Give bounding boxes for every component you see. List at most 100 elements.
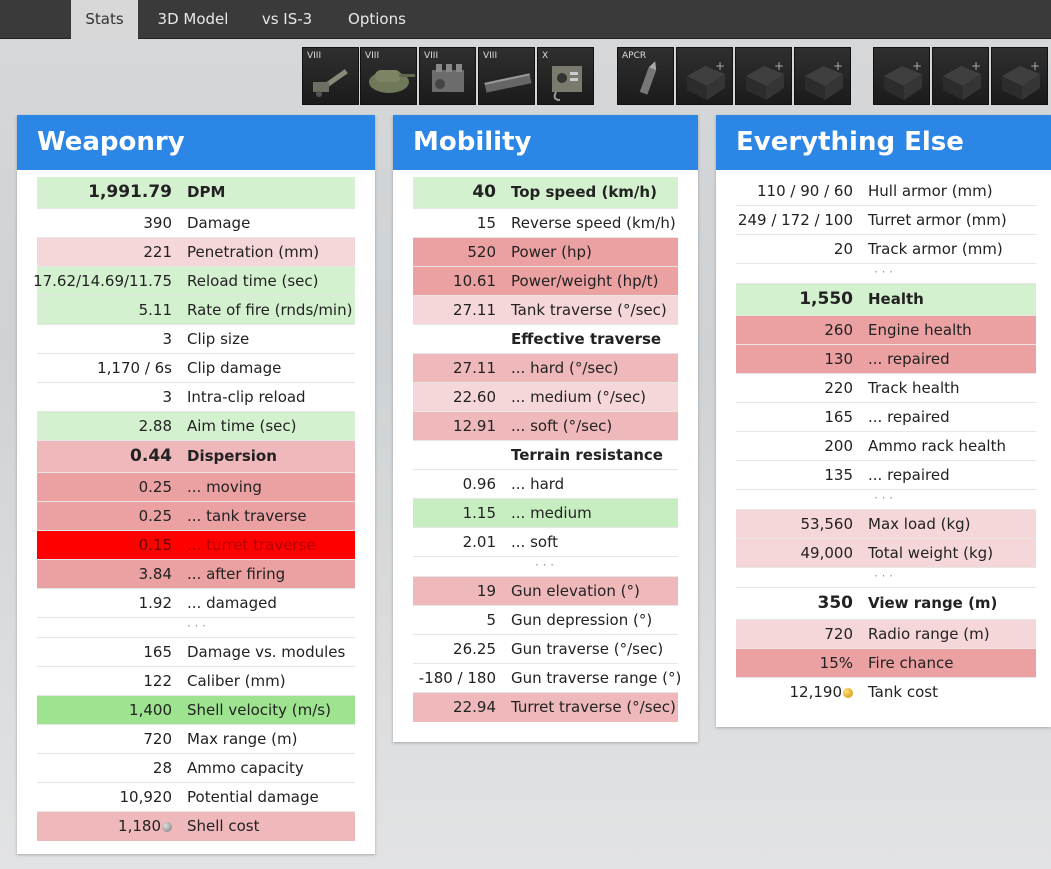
stat-label: Max load (kg) xyxy=(868,515,971,533)
stat-row: 3.84 ... after firing xyxy=(37,560,355,589)
stat-row: 165 ... repaired xyxy=(736,403,1036,432)
stat-label: Gun elevation (°) xyxy=(511,582,640,600)
stat-label: Shell cost xyxy=(187,817,260,835)
stat-label: Shell velocity (m/s) xyxy=(187,701,331,719)
empty-box-icon: + xyxy=(805,59,843,100)
stat-row: 19 Gun elevation (°) xyxy=(413,577,678,606)
tab-options[interactable]: Options xyxy=(348,10,406,28)
stat-label: Intra-clip reload xyxy=(187,388,306,406)
section-label: Effective traverse xyxy=(511,330,662,348)
stat-label: Ammo capacity xyxy=(187,759,304,777)
stat-value: 165 xyxy=(143,643,172,661)
stat-label: Radio range (m) xyxy=(868,625,990,643)
stat-label: Total weight (kg) xyxy=(868,544,994,562)
stat-label: ... after firing xyxy=(187,565,286,583)
stat-label: Gun traverse range (°) xyxy=(511,669,682,687)
stat-row: 390 Damage xyxy=(37,209,355,238)
stat-row: 15 Reverse speed (km/h) xyxy=(413,209,678,238)
tab-vs-is-3[interactable]: vs IS-3 xyxy=(261,10,313,28)
module-slot-radio[interactable]: X xyxy=(537,47,594,105)
separator-text: · · · xyxy=(535,558,555,572)
stat-label: ... hard xyxy=(511,475,565,493)
stat-value: 2.01 xyxy=(462,533,496,551)
stat-value: 0.25 xyxy=(138,507,172,525)
tab-3d-model[interactable]: 3D Model xyxy=(157,10,229,28)
equipment-slot-empty[interactable]: + xyxy=(735,47,792,105)
stat-row: 200 Ammo rack health xyxy=(736,432,1036,461)
separator-text: · · · xyxy=(874,265,894,279)
stat-value: 10.61 xyxy=(453,272,496,290)
stat-value: 390 xyxy=(143,214,172,232)
separator-dots: · · · xyxy=(736,490,1036,510)
shell-slot-apcr[interactable]: APCR xyxy=(617,47,674,105)
section-label: Terrain resistance xyxy=(511,446,663,464)
equipment-slot-empty[interactable]: + xyxy=(676,47,733,105)
stat-label: Health xyxy=(868,290,924,308)
stat-label: Clip size xyxy=(187,330,250,348)
stat-row: 1,400 Shell velocity (m/s) xyxy=(37,696,355,725)
stat-value: 27.11 xyxy=(453,359,496,377)
stat-label: Caliber (mm) xyxy=(187,672,286,690)
stat-row: 110 / 90 / 60 Hull armor (mm) xyxy=(736,177,1036,206)
equipment-slot-empty[interactable]: + xyxy=(794,47,851,105)
stat-label: ... soft xyxy=(511,533,558,551)
tab-stats[interactable]: Stats xyxy=(71,0,138,39)
consumable-slot-empty[interactable]: + xyxy=(991,47,1048,105)
consumable-slot-empty[interactable]: + xyxy=(932,47,989,105)
consumable-slot-empty[interactable]: + xyxy=(873,47,930,105)
stat-value: 22.60 xyxy=(453,388,496,406)
stat-value: -180 / 180 xyxy=(418,669,496,687)
stat-value: 720 xyxy=(824,625,853,643)
stat-row: 0.44 Dispersion xyxy=(37,441,355,473)
stat-value: 110 / 90 / 60 xyxy=(757,182,853,200)
stat-value: 20 xyxy=(833,240,853,258)
stat-label: ... repaired xyxy=(868,466,950,484)
stat-label: ... damaged xyxy=(187,594,277,612)
turret-icon xyxy=(369,70,415,93)
module-slot-engine[interactable]: VIII xyxy=(419,47,476,105)
stat-label: Turret traverse (°/sec) xyxy=(511,698,676,716)
stat-label: ... medium (°/sec) xyxy=(511,388,647,406)
stat-row: 122 Caliber (mm) xyxy=(37,667,355,696)
module-slot-gun[interactable]: VIII xyxy=(302,47,359,105)
stat-value: 5.11 xyxy=(138,301,172,319)
stat-value: 40 xyxy=(472,182,496,202)
stat-row: 10.61 Power/weight (hp/t) xyxy=(413,267,678,296)
stat-label: Reverse speed (km/h) xyxy=(511,214,676,232)
stat-label: Tank cost xyxy=(868,683,938,701)
stat-row: 720 Radio range (m) xyxy=(736,620,1036,649)
shell-icon xyxy=(639,61,657,95)
stat-row: 3 Intra-clip reload xyxy=(37,383,355,412)
module-tier-label: X xyxy=(542,51,549,61)
stat-value: 15 xyxy=(476,214,496,232)
module-slot-turret[interactable]: VIII xyxy=(360,47,417,105)
svg-text:+: + xyxy=(971,59,981,73)
svg-text:+: + xyxy=(912,59,922,73)
stat-label: View range (m) xyxy=(868,594,998,612)
stat-row: 27.11 Tank traverse (°/sec) xyxy=(413,296,678,325)
stat-value: 249 / 172 / 100 xyxy=(737,211,853,229)
stat-value: 22.94 xyxy=(453,698,496,716)
gun-icon xyxy=(313,69,348,97)
stat-row: 0.15 ... turret traverse xyxy=(37,531,355,560)
stat-row: 165 Damage vs. modules xyxy=(37,638,355,667)
stat-value: 53,560 xyxy=(800,515,854,533)
empty-box-icon: + xyxy=(884,59,922,100)
stat-label: Damage vs. modules xyxy=(187,643,346,661)
stat-row: 130 ... repaired xyxy=(736,345,1036,374)
stat-row: 17.62/14.69/11.75 Reload time (sec) xyxy=(33,267,355,296)
radio-icon xyxy=(552,66,582,101)
stat-value: 1,170 / 6s xyxy=(97,359,172,377)
stat-label: Top speed (km/h) xyxy=(511,183,657,201)
stat-label: Hull armor (mm) xyxy=(868,182,993,200)
stat-value: 49,000 xyxy=(800,544,854,562)
stat-value: 2.88 xyxy=(138,417,172,435)
module-tier-label: VIII xyxy=(365,51,380,61)
stat-value: 720 xyxy=(143,730,172,748)
empty-box-icon: + xyxy=(746,59,784,100)
stat-value: 0.44 xyxy=(130,446,172,466)
stat-row: -180 / 180 Gun traverse range (°) xyxy=(413,664,682,693)
stat-row: 12,190 Tank cost xyxy=(736,678,1036,707)
stat-value: 26.25 xyxy=(453,640,496,658)
module-slot-tracks[interactable]: VIII xyxy=(478,47,535,105)
